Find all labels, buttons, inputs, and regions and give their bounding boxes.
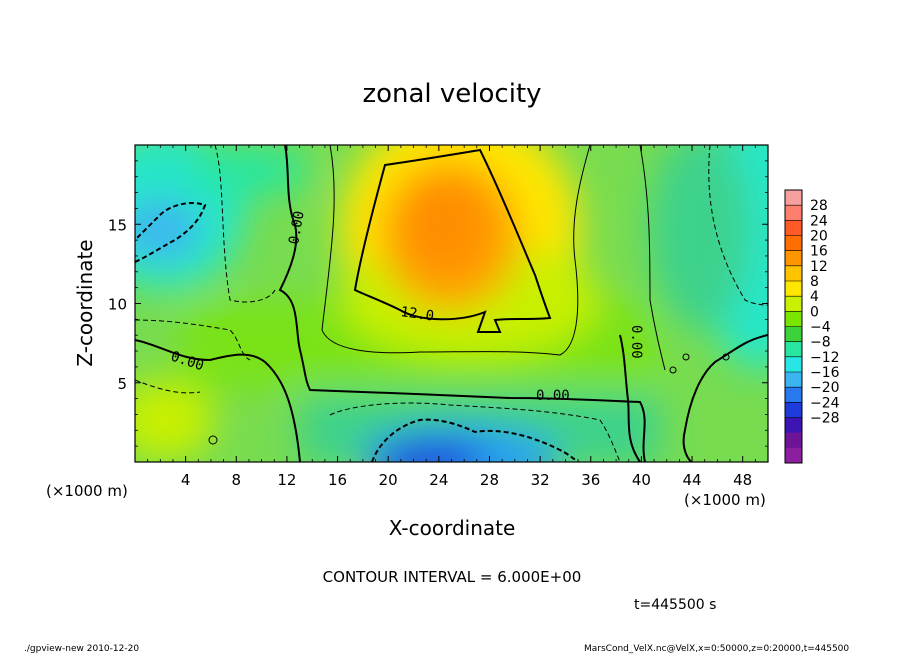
color-field <box>135 145 768 462</box>
x-tick-label: 24 <box>429 471 448 489</box>
y-unit-label: (×1000 m) <box>46 482 128 500</box>
colorbar-label: −12 <box>810 350 840 366</box>
contour-label: 0.00 <box>536 388 570 404</box>
colorbar-swatch <box>785 205 802 221</box>
footer-right: MarsCond_VelX.nc@VelX,x=0:50000,z=0:2000… <box>584 644 849 654</box>
colorbar-label: −24 <box>810 395 840 411</box>
colorbar-label: −16 <box>810 365 840 381</box>
colorbar-swatch <box>785 432 802 449</box>
y-tick-label: 5 <box>117 375 127 393</box>
x-tick-label: 12 <box>277 471 296 489</box>
colorbar-label: 4 <box>810 289 819 305</box>
x-tick-label: 8 <box>232 471 242 489</box>
time-label: t=445500 s <box>634 597 716 613</box>
x-tick-label: 48 <box>733 471 752 489</box>
colorbar-label: 8 <box>810 274 819 290</box>
colorbar-swatch <box>785 311 802 327</box>
colorbar-swatch <box>785 387 802 403</box>
colorbar-label: −4 <box>810 320 831 336</box>
x-unit-label: (×1000 m) <box>684 491 766 509</box>
colorbar-label: 16 <box>810 244 828 260</box>
colorbar-label: −20 <box>810 380 840 396</box>
contour-label: 0.00 <box>628 325 644 359</box>
contour-lines <box>135 145 768 462</box>
x-tick-label: 40 <box>632 471 651 489</box>
colorbar-swatch <box>785 190 802 206</box>
colorbar-label: 24 <box>810 213 828 229</box>
contour-zero-far-right <box>682 334 768 462</box>
colorbar-swatch <box>785 296 802 312</box>
colorbar-label: 20 <box>810 229 828 245</box>
x-tick-label: 16 <box>328 471 347 489</box>
colorbar-swatch <box>785 250 802 267</box>
colorbar-swatch <box>785 281 802 297</box>
colorbar-label: −28 <box>810 411 840 427</box>
contour-six <box>321 145 591 356</box>
contour-label: 12.0 <box>399 304 435 325</box>
x-tick-label: 20 <box>379 471 398 489</box>
contour-neg-upper-left <box>135 202 207 263</box>
colorbar-swatch <box>785 220 802 236</box>
colorbar-swatch <box>785 235 802 252</box>
colorbar-label: 12 <box>810 259 828 275</box>
x-tick-label: 28 <box>480 471 499 489</box>
x-tick-label: 44 <box>682 471 701 489</box>
contour-interval-text: CONTOUR INTERVAL = 6.000E+00 <box>323 568 582 586</box>
contour-neg-right <box>708 145 768 306</box>
contour-zero-main <box>278 145 646 462</box>
y-axis-ticks: 5 10 15 <box>108 160 768 447</box>
colorbar-label: 0 <box>810 304 819 320</box>
x-tick-label: 4 <box>181 471 191 489</box>
contour-twelve <box>353 148 552 333</box>
y-axis-title: Z-coordinate <box>73 239 97 366</box>
contour-label: 0.00 <box>286 210 308 246</box>
colorbar-swatch <box>785 447 802 464</box>
x-tick-label: 36 <box>581 471 600 489</box>
colorbar-label: 28 <box>810 198 828 214</box>
chart-title: zonal velocity <box>362 79 541 109</box>
footer-left: ./gpview-new 2010-12-20 <box>24 644 139 654</box>
colorbar-swatch <box>785 402 802 418</box>
x-tick-label: 32 <box>531 471 550 489</box>
contour-six-right <box>639 145 666 371</box>
colorbar-swatch <box>785 341 802 358</box>
colorbar-label: −8 <box>810 335 831 351</box>
plot-area: 0.00 0.00 12.0 0.00 0.00 <box>135 145 768 462</box>
contour-neg-bottom <box>329 402 621 462</box>
contour-zero-right <box>619 334 641 462</box>
x-axis-ticks: 4 8 12 16 20 24 28 32 36 40 44 48 <box>147 145 756 489</box>
x-axis-title: X-coordinate <box>389 516 516 540</box>
colorbar-swatch <box>785 356 802 373</box>
y-tick-label: 15 <box>108 216 127 234</box>
contour-neg-left-low <box>135 379 201 394</box>
colorbar-swatch <box>785 372 802 388</box>
colorbar-swatch <box>785 326 802 343</box>
y-tick-label: 10 <box>108 296 127 314</box>
contour-neg-left-mid <box>135 319 251 361</box>
contour-neg-bottom-inner <box>371 418 579 462</box>
contour-zero-left <box>135 339 301 462</box>
colorbar-swatch <box>785 265 802 282</box>
colorbar-swatch <box>785 417 802 434</box>
